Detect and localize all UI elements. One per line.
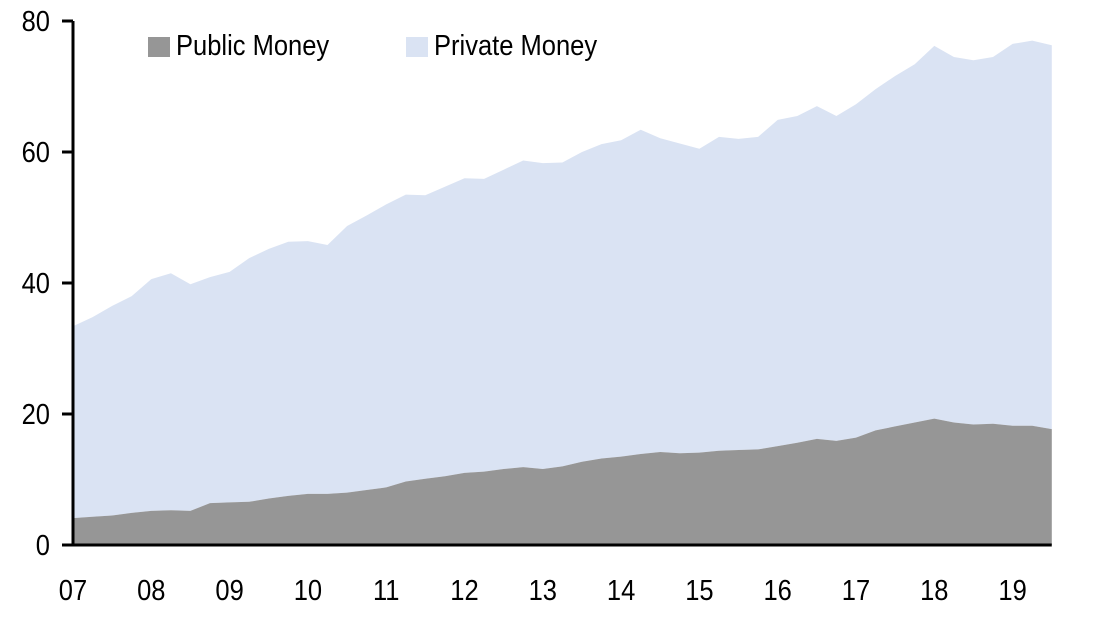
x-tick-label: 13	[529, 573, 557, 606]
x-tick-label: 14	[607, 573, 635, 606]
x-tick-label: 12	[450, 573, 478, 606]
x-tick-label: 19	[998, 573, 1026, 606]
x-tick-label: 08	[137, 573, 165, 606]
legend-label-private: Private Money	[434, 30, 598, 62]
x-tick-label: 17	[842, 573, 870, 606]
x-tick-label: 16	[764, 573, 792, 606]
y-tick-label: 40	[22, 266, 50, 299]
y-tick-label: 80	[22, 4, 50, 37]
legend: Public Money Private Money	[148, 30, 675, 63]
y-tick-label: 0	[36, 528, 50, 561]
x-tick-label: 09	[215, 573, 243, 606]
area-private-money	[73, 40, 1052, 519]
x-tick-label: 11	[373, 573, 399, 606]
x-tick-label: 10	[294, 573, 322, 606]
y-tick-label: 20	[22, 397, 50, 430]
legend-item-public: Public Money	[148, 30, 350, 63]
area-public-money	[73, 418, 1052, 545]
x-tick-label: 18	[920, 573, 948, 606]
legend-swatch-public	[148, 36, 170, 57]
y-tick-label: 60	[22, 135, 50, 168]
x-tick-label: 07	[59, 573, 87, 606]
legend-label-public: Public Money	[176, 30, 330, 62]
legend-item-private: Private Money	[406, 30, 619, 63]
legend-swatch-private	[406, 36, 429, 57]
x-tick-label: 15	[685, 573, 713, 606]
